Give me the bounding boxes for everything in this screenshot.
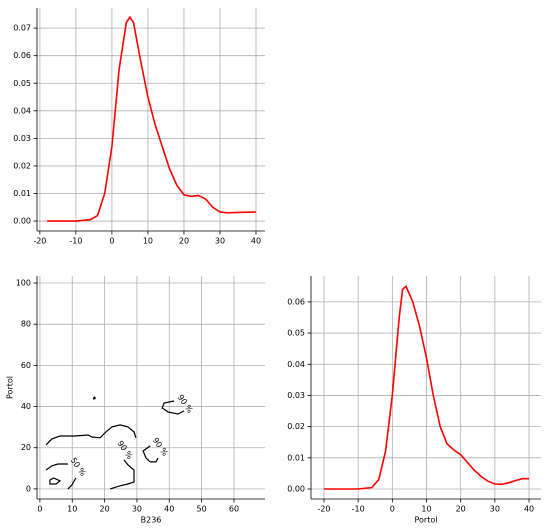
contour-label: 90 % (176, 393, 195, 415)
contour-label: 90 % (151, 436, 170, 458)
x-tick-label: 20 (456, 505, 466, 514)
contour-line (45, 463, 68, 471)
contour-line (92, 396, 96, 400)
contour-line (161, 400, 185, 415)
x-tick-label: 60 (229, 505, 239, 514)
y-tick-label: 80 (21, 320, 31, 329)
contour-line (49, 477, 62, 485)
contour-line (45, 424, 137, 446)
x-tick-label: -10 (69, 237, 82, 246)
x-tick-label: 30 (490, 505, 500, 514)
y-tick-label: 0.00 (287, 485, 305, 494)
contour-line (142, 445, 159, 463)
y-tick-label: 0.06 (13, 51, 31, 60)
x-tick-label: 0 (37, 505, 42, 514)
x-tick-label: 10 (67, 505, 77, 514)
y-tick-label: 0.06 (287, 297, 305, 306)
y-tick-label: 60 (21, 361, 31, 370)
contour-line (109, 459, 135, 490)
y-tick-label: 0.05 (287, 329, 305, 338)
y-tick-label: 0.02 (13, 161, 31, 170)
kde-line (324, 284, 529, 490)
x-tick-label: 40 (524, 505, 534, 514)
y-tick-label: 0 (26, 484, 31, 493)
x-tick-label: 10 (421, 505, 431, 514)
contour-label: 50 % (69, 456, 88, 478)
y-tick-label: 0.03 (287, 391, 305, 400)
y-tick-label: 0.01 (13, 189, 31, 198)
x-tick-label: 30 (132, 505, 142, 514)
x-tick-label: -20 (33, 237, 46, 246)
x-tick-label: -20 (317, 505, 330, 514)
x-tick-label: -10 (352, 505, 365, 514)
y-tick-label: 0.00 (13, 217, 31, 226)
x-tick-label: 50 (197, 505, 207, 514)
y-tick-label: 100 (16, 279, 31, 288)
x-tick-label: 40 (251, 237, 261, 246)
y-tick-label: 0.04 (287, 360, 305, 369)
x-tick-label: 0 (390, 505, 395, 514)
x-tick-label: 40 (164, 505, 174, 514)
y-tick-label: 0.04 (13, 106, 31, 115)
y-tick-label: 40 (21, 402, 31, 411)
x-axis-label: Portol (415, 516, 438, 525)
y-axis-label: Portol (6, 376, 15, 399)
contour-label: 90 % (115, 439, 134, 461)
x-axis-label: B236 (141, 516, 162, 525)
x-tick-label: 30 (215, 237, 225, 246)
y-tick-label: 0.02 (287, 422, 305, 431)
y-tick-label: 20 (21, 443, 31, 452)
x-tick-label: 0 (109, 237, 114, 246)
kde-line (47, 15, 257, 222)
x-tick-label: 20 (179, 237, 189, 246)
y-tick-label: 0.07 (13, 24, 31, 33)
y-tick-label: 0.01 (287, 453, 305, 462)
x-tick-label: 20 (99, 505, 109, 514)
y-tick-label: 0.03 (13, 134, 31, 143)
y-tick-label: 0.05 (13, 79, 31, 88)
x-tick-label: 10 (143, 237, 153, 246)
contour-line (67, 477, 77, 490)
